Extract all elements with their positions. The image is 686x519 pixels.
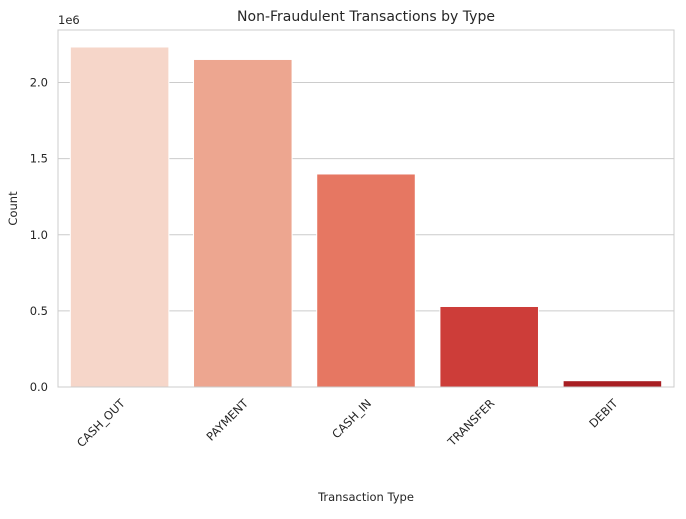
bar-cash-out: [69, 46, 170, 388]
bars: [69, 46, 663, 388]
bar-transfer: [439, 305, 539, 388]
x-tick-label: TRANSFER: [444, 396, 497, 449]
x-tick-label: CASH_IN: [329, 396, 374, 441]
y-tick-label: 0.0: [30, 380, 48, 394]
chart-title: Non-Fraudulent Transactions by Type: [237, 9, 495, 25]
x-tick-label: PAYMENT: [204, 396, 252, 444]
plot-frame: [57, 29, 675, 388]
bar-cash-in: [316, 173, 416, 388]
x-axis-label: Transaction Type: [317, 490, 414, 504]
y-offset-label: 1e6: [58, 13, 80, 27]
bar-debit: [562, 380, 663, 388]
y-axis-label: Count: [6, 191, 20, 226]
x-axis-ticks: CASH_OUT PAYMENT CASH_IN TRANSFER DEBIT: [74, 396, 621, 450]
y-tick-label: 0.5: [30, 304, 48, 318]
y-tick-label: 1.0: [30, 228, 48, 242]
y-axis-ticks: 0.0 0.5 1.0 1.5 2.0: [30, 76, 48, 394]
bar-payment: [193, 58, 293, 388]
y-tick-label: 1.5: [30, 152, 48, 166]
x-tick-label: CASH_OUT: [74, 396, 128, 450]
x-tick-label: DEBIT: [586, 396, 621, 431]
y-tick-label: 2.0: [30, 76, 48, 90]
